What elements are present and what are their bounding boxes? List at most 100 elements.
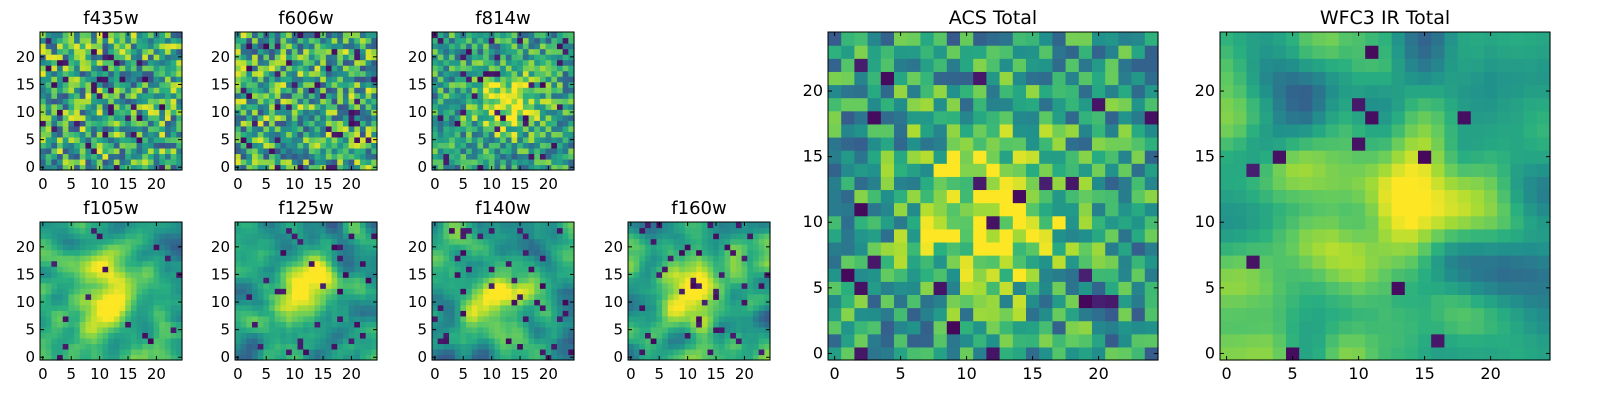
heatmap-cell [1144, 294, 1159, 309]
heatmap-cell [460, 147, 467, 155]
heatmap-cell [477, 136, 484, 143]
heatmap-cell [45, 348, 52, 356]
heatmap-cell [645, 343, 652, 350]
heatmap-cell [159, 59, 166, 66]
heatmap-cell [662, 238, 669, 245]
heatmap-cell [432, 65, 439, 72]
heatmap-cell [650, 222, 657, 229]
heatmap-cell [291, 271, 299, 278]
heatmap-cell [633, 227, 640, 234]
heatmap-cell [511, 153, 518, 160]
heatmap-cell [673, 315, 680, 322]
heatmap-cell [342, 222, 350, 229]
heatmap-cell [752, 332, 760, 339]
heatmap-cell [62, 315, 69, 322]
heatmap-cells [628, 222, 771, 361]
heatmap-cell [45, 337, 52, 345]
heatmap-cell [147, 103, 155, 110]
heatmap-cell [136, 315, 143, 322]
heatmap-cell [639, 249, 646, 256]
heatmap-cell [136, 249, 143, 256]
heatmap-cell [752, 299, 760, 306]
heatmap-cell [45, 304, 52, 311]
heatmap-cell [517, 310, 524, 317]
heatmap-cell [371, 103, 378, 110]
heatmap-cell [297, 299, 304, 306]
heatmap-cell [286, 337, 293, 345]
heatmap-cell [130, 59, 138, 66]
heatmap-cell [85, 271, 92, 278]
heatmap-cell [235, 227, 242, 234]
heatmap-cell [494, 332, 501, 339]
heatmap-cell [511, 310, 518, 317]
heatmap-cell [68, 249, 75, 256]
heatmap-cell [263, 332, 270, 339]
heatmap-cell [263, 266, 270, 273]
heatmap-cell [494, 277, 501, 284]
heatmap-cell [522, 114, 530, 121]
heatmap-cell [320, 282, 327, 289]
heatmap-cell [551, 266, 558, 273]
y-tick-label: 5 [25, 131, 35, 149]
heatmap-cell [337, 120, 344, 127]
heatmap-cell [494, 98, 501, 105]
heatmap-cell [113, 282, 121, 289]
heatmap-cell [854, 320, 869, 335]
heatmap-cell [539, 65, 547, 72]
heatmap-cell [164, 164, 172, 171]
heatmap-cell [314, 354, 321, 361]
heatmap-cell [130, 136, 138, 143]
heatmap-cell [933, 294, 948, 309]
heatmap-cell [240, 227, 247, 234]
heatmap-cell [113, 293, 121, 300]
heatmap-cell [551, 76, 558, 83]
heatmap-cell [633, 332, 640, 339]
heatmap-cell [933, 176, 948, 191]
heatmap-cell [365, 244, 372, 251]
heatmap-cell [483, 109, 490, 116]
heatmap-cell [449, 70, 456, 77]
heatmap-cell [286, 114, 293, 121]
heatmap-cell [153, 315, 160, 322]
heatmap-cell [113, 158, 121, 166]
heatmap-cell [359, 244, 367, 251]
heatmap-cell [119, 354, 126, 361]
heatmap-cell [650, 266, 657, 273]
heatmap-cell [274, 337, 282, 345]
heatmap-cell [639, 315, 646, 322]
heatmap-cell [159, 131, 166, 138]
heatmap-cell [359, 304, 367, 311]
heatmap-cell [488, 293, 496, 300]
heatmap-cell [308, 238, 316, 245]
heatmap-cell [325, 142, 333, 149]
heatmap-cell [539, 293, 547, 300]
heatmap-cell [684, 304, 692, 311]
heatmap-cell [113, 43, 121, 50]
heatmap-cell [91, 227, 98, 234]
heatmap-cell [724, 233, 731, 240]
heatmap-cell [342, 92, 350, 99]
heatmap-cell [707, 299, 714, 306]
heatmap-cell [568, 158, 575, 166]
heatmap-cell [359, 120, 367, 127]
heatmap-cell [477, 125, 484, 132]
heatmap-cell [102, 92, 109, 99]
x-tick-label: 0 [430, 175, 440, 193]
heatmap-cell [690, 348, 697, 356]
heatmap-cell [517, 65, 524, 72]
heatmap-cell [1026, 294, 1040, 309]
heatmap-cell [342, 158, 350, 166]
heatmap-cell [522, 109, 530, 116]
heatmap-cell [263, 288, 270, 295]
heatmap-cell [522, 233, 530, 240]
heatmap-cell [331, 131, 338, 138]
heatmap-cell [79, 337, 87, 345]
heatmap-cell [454, 37, 461, 44]
heatmap-cell [449, 354, 456, 361]
heatmap-cell [673, 238, 680, 245]
heatmap-cell [551, 164, 558, 171]
heatmap-cell [113, 153, 121, 160]
heatmap-cell [45, 37, 52, 44]
heatmap-cell [758, 227, 765, 234]
heatmap-cell [758, 233, 765, 240]
